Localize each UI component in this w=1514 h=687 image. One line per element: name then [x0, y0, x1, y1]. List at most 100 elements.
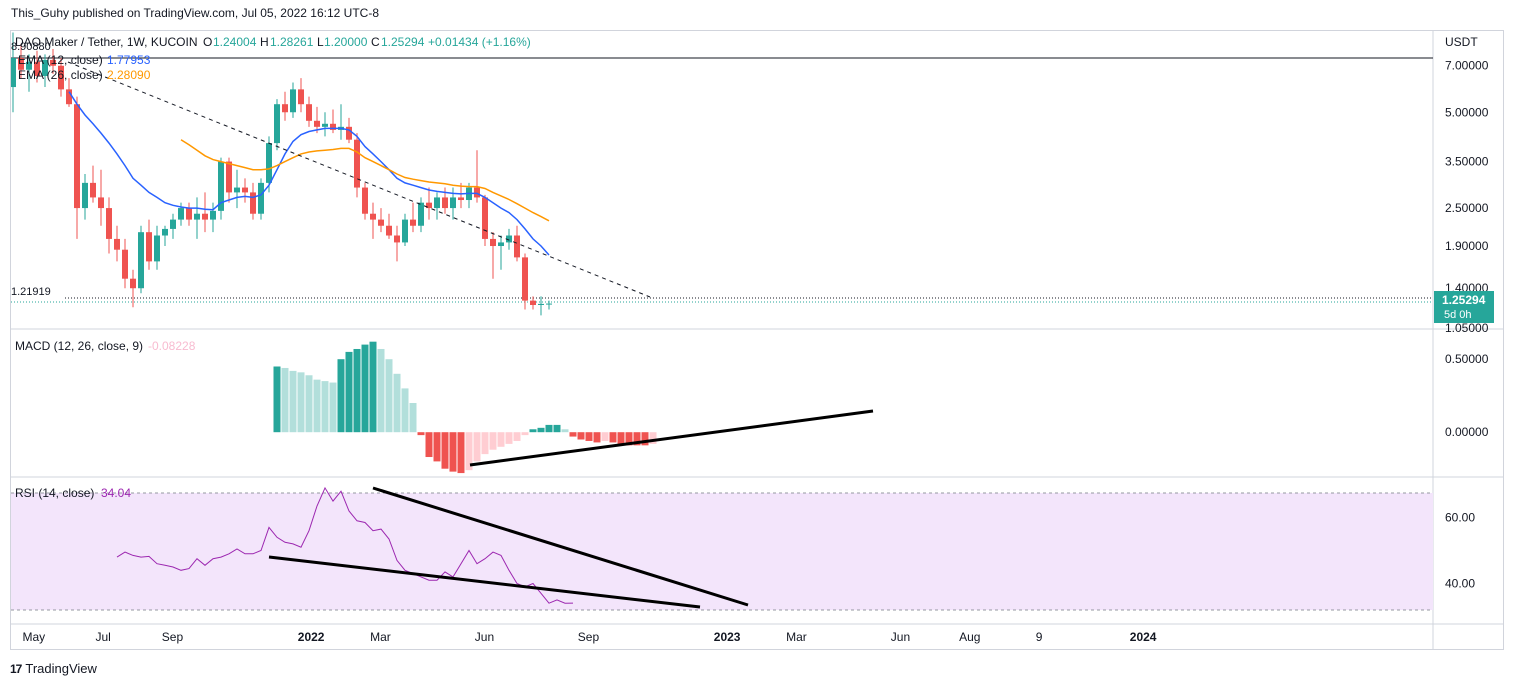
candle-body: [234, 187, 240, 193]
macd-bar: [649, 432, 657, 444]
macd-bar: [353, 348, 361, 433]
candle-body: [298, 89, 304, 105]
x-tick-label: Sep: [162, 630, 184, 644]
candle-body: [394, 235, 400, 243]
macd-bar: [569, 432, 577, 437]
currency-label: USDT: [1445, 35, 1478, 49]
candle-body: [50, 59, 56, 66]
macd-bar: [513, 432, 521, 441]
macd-bar: [489, 432, 497, 450]
candle-body: [82, 182, 88, 209]
macd-bar: [321, 381, 329, 433]
candle-body: [306, 104, 312, 121]
published-line: This_Guhy published on TradingView.com, …: [11, 6, 379, 20]
macd-bar: [617, 432, 625, 444]
ohlc-close: 1.25294: [381, 35, 425, 49]
ema-group: [68, 91, 550, 256]
candle-body: [354, 139, 360, 188]
tradingview-logo-icon: 17: [10, 661, 22, 676]
macd-bar: [465, 432, 473, 471]
ohlc-open: 1.24004: [213, 35, 257, 49]
candle-body: [186, 208, 192, 220]
candle-body: [290, 89, 296, 113]
candle-body: [514, 235, 520, 258]
ema26-value: 2.28090: [107, 68, 151, 82]
macd-bar: [529, 429, 537, 433]
candle-body: [442, 197, 448, 209]
candle-body: [154, 235, 160, 262]
candle-body: [538, 303, 544, 306]
candle-body: [42, 59, 48, 76]
macd-bar: [561, 429, 569, 433]
macd-value: -0.08228: [148, 339, 196, 353]
candle-body: [210, 210, 216, 220]
ohlc-change: +0.01434 (+1.16%): [428, 35, 531, 49]
candle-body: [458, 197, 464, 201]
x-tick-label: Sep: [578, 630, 600, 644]
macd-bar: [337, 359, 345, 433]
macd-bar: [433, 432, 441, 462]
candle-body: [346, 126, 352, 140]
macd-bar: [601, 432, 609, 441]
ohlc-close-key: C: [371, 35, 380, 49]
candle-body: [162, 228, 168, 236]
x-tick-label: Jun: [891, 630, 910, 644]
candles-group: [11, 32, 552, 316]
macd-bar: [609, 432, 617, 443]
macd-bar: [625, 432, 633, 446]
y-tick-label: 40.00: [1445, 576, 1475, 590]
candle-body: [90, 182, 96, 198]
candle-body: [18, 58, 24, 70]
candle-body: [418, 202, 424, 226]
candle-body: [482, 197, 488, 239]
footer-brand[interactable]: 17 TradingView: [10, 661, 97, 676]
macd-bar: [305, 375, 313, 433]
macd-label: MACD (12, 26, close, 9): [15, 339, 143, 353]
macd-bar: [577, 432, 585, 440]
candle-body: [314, 120, 320, 127]
macd-bar: [345, 351, 353, 433]
macd-bar: [369, 341, 377, 433]
candle-body: [66, 89, 72, 105]
candle-body: [274, 104, 280, 144]
high-label: 8.90880: [11, 41, 51, 53]
candle-body: [226, 161, 232, 193]
candle-body: [378, 219, 384, 226]
macd-bar: [385, 359, 393, 433]
y-axis-ticks: 7.000005.000003.500002.500001.900001.400…: [1445, 59, 1489, 591]
chart-frame: [10, 30, 1504, 650]
y-tick-label: 3.50000: [1445, 155, 1489, 169]
rsi-line: [116, 486, 574, 604]
ema12-value: 1.77953: [107, 53, 151, 67]
candle-body: [258, 182, 264, 214]
ohlc-high: 1.28261: [270, 35, 314, 49]
rsi-upper-trendline[interactable]: [372, 486, 749, 607]
dashed-downtrend-line[interactable]: [67, 61, 651, 298]
ohlc-open-key: O: [203, 35, 212, 49]
ema26-label: EMA (26, close): [18, 68, 103, 82]
candle-body: [194, 213, 200, 220]
candle-body: [114, 238, 120, 250]
y-tick-label: 60.00: [1445, 511, 1475, 525]
ohlc-low: 1.20000: [324, 35, 368, 49]
macd-bar: [289, 370, 297, 433]
macd-bar: [297, 372, 305, 433]
rsi-lower-trendline[interactable]: [268, 555, 701, 609]
macd-bar: [481, 432, 489, 455]
macd-trendline[interactable]: [469, 409, 874, 467]
rsi-band: [11, 493, 1433, 610]
candle-body: [474, 187, 480, 198]
rsi-group: [116, 486, 574, 604]
candle-body: [450, 197, 456, 209]
candle-body: [122, 249, 128, 279]
low-label: 1.21919: [11, 286, 51, 298]
y-tick-label: 1.05000: [1445, 321, 1489, 335]
macd-bar: [329, 382, 337, 433]
ohlc-low-key: L: [317, 35, 324, 49]
candle-body: [202, 213, 208, 220]
ema12-label: EMA (12, close): [18, 53, 103, 67]
macd-bar: [409, 403, 417, 433]
candle-body: [130, 278, 136, 289]
macd-bar: [377, 348, 385, 433]
